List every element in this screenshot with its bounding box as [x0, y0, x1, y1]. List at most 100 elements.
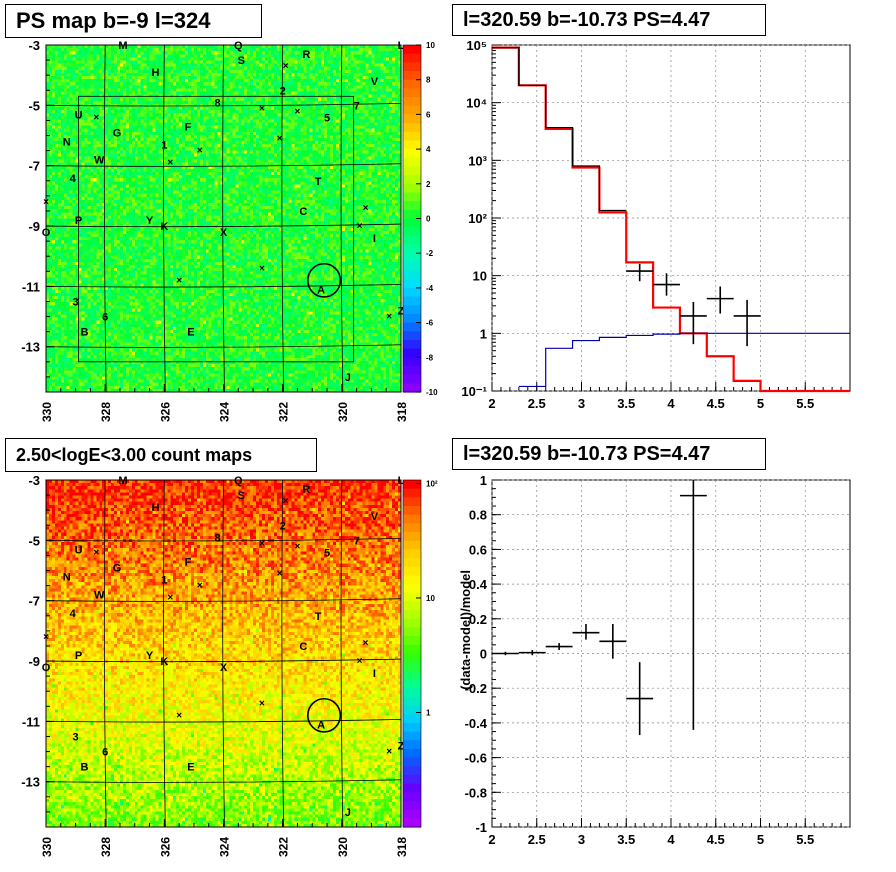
- colorbar-cell: [403, 783, 421, 793]
- colorbar-cell: [403, 584, 421, 594]
- colorbar-cell: [403, 305, 421, 315]
- y-tick-label: 1: [480, 326, 487, 341]
- source-cross: ×: [197, 146, 203, 157]
- y-tick-label: -9: [28, 654, 40, 669]
- y-tick-label: -7: [28, 594, 40, 609]
- colorbar-cell: [403, 532, 421, 542]
- colorbar-tick-label: 10: [426, 594, 435, 603]
- source-label: F: [185, 556, 192, 568]
- colorbar-tick-label: 0: [426, 215, 431, 224]
- lat-grid-line: [45, 598, 402, 602]
- colorbar-cell: [403, 740, 421, 750]
- x-tick-label: 5.5: [796, 396, 814, 411]
- colorbar-cell: [403, 809, 421, 819]
- colorbar-tick-label: -2: [426, 249, 434, 258]
- source-cross: ×: [295, 541, 301, 552]
- x-tick-label: 326: [158, 402, 172, 422]
- source-label: Y: [146, 215, 154, 227]
- x-tick-label: 328: [99, 837, 113, 857]
- colorbar-cell: [403, 506, 421, 516]
- source-label: V: [371, 76, 379, 88]
- colorbar-cell: [403, 601, 421, 611]
- y-tick-label: -0.4: [465, 716, 488, 731]
- source-cross: ×: [259, 263, 265, 274]
- source-cross: ×: [176, 275, 182, 286]
- colorbar-cell: [403, 374, 421, 384]
- source-cross: ×: [167, 158, 173, 169]
- spectrum-title: l=320.59 b=-10.73 PS=4.47: [452, 4, 766, 36]
- source-label: E: [187, 327, 194, 339]
- source-label: S: [238, 55, 245, 67]
- lon-grid-line: [281, 479, 285, 828]
- colorbar-cell: [403, 192, 421, 202]
- x-tick-label: 2: [488, 396, 495, 411]
- colorbar-cell: [403, 488, 421, 498]
- colorbar-cell: [403, 748, 421, 759]
- y-tick-label: -13: [21, 340, 40, 355]
- source-label: C: [299, 206, 307, 218]
- source-label: 4: [70, 608, 77, 620]
- source-cross: ×: [363, 203, 369, 214]
- source-label: N: [63, 572, 71, 584]
- colorbar-cell: [403, 497, 421, 507]
- source-label: 1: [161, 575, 167, 587]
- colorbar-cell: [403, 679, 421, 689]
- source-label: W: [94, 155, 105, 167]
- x-tick-label: 4.5: [707, 832, 725, 847]
- source-label: 8: [215, 97, 221, 109]
- y-tick-label: 0.8: [469, 508, 487, 523]
- colorbar-cell: [403, 253, 421, 263]
- colorbar-cell: [403, 800, 421, 811]
- source-label: K: [160, 221, 168, 233]
- source-label: X: [220, 662, 228, 674]
- roi-boundary: [78, 95, 355, 363]
- x-tick-label: 5.5: [796, 832, 814, 847]
- source-label: S: [238, 490, 245, 502]
- y-tick-label: -11: [22, 279, 40, 294]
- source-label: B: [80, 327, 88, 339]
- colorbar-tick-label: -4: [426, 284, 434, 293]
- colorbar-cell: [403, 549, 421, 559]
- source-cross: ×: [197, 581, 203, 592]
- source-cross: ×: [295, 106, 301, 117]
- colorbar-cell: [403, 636, 421, 646]
- series-0-step: [492, 46, 850, 393]
- x-tick-label: 5: [757, 396, 764, 411]
- source-label: T: [315, 176, 322, 188]
- colorbar-tick-label: 10: [426, 41, 435, 50]
- colorbar-cell: [403, 183, 421, 194]
- colorbar-cell: [403, 644, 421, 655]
- colorbar-cell: [403, 383, 421, 393]
- colorbar-cell: [403, 235, 421, 246]
- source-label: Z: [398, 741, 405, 753]
- colorbar-tick-label: 6: [426, 110, 431, 119]
- spectrum-panel: 2 2.5 3 3.5 4 4.5 5 5.5 10⁵ 10⁴ 10³ 10² 10 1 10⁻¹: [461, 38, 851, 411]
- source-cross: ×: [176, 710, 182, 721]
- lat-grid-line: [45, 163, 402, 167]
- colorbar-cell: [403, 566, 421, 577]
- colorbar-cell: [403, 244, 421, 254]
- y-tick-label: -13: [21, 775, 40, 790]
- source-label: 8: [215, 532, 221, 544]
- colorbar-tick-label: -8: [426, 353, 434, 362]
- colorbar-cell: [403, 705, 421, 715]
- source-label: L: [398, 475, 405, 487]
- source-label: Z: [398, 306, 405, 318]
- lon-grid-line: [222, 44, 225, 393]
- colorbar-cell: [403, 774, 421, 785]
- colorbar-cell: [403, 79, 421, 89]
- series-1-step: [492, 47, 627, 212]
- y-axis-label: (data-model)/model: [458, 570, 473, 690]
- x-tick-label: 4: [667, 832, 675, 847]
- x-tick-label: 2.5: [528, 832, 546, 847]
- x-tick-label: 3.5: [617, 832, 635, 847]
- colorbar-tick-label: 10²: [426, 479, 438, 488]
- source-label: 7: [354, 100, 360, 112]
- x-tick-label: 324: [218, 402, 232, 422]
- y-tick-label: 10³: [468, 153, 487, 168]
- source-label: K: [160, 656, 168, 668]
- colorbar-cell: [403, 540, 421, 550]
- lon-grid-line: [103, 479, 107, 828]
- source-label: Q: [234, 40, 243, 52]
